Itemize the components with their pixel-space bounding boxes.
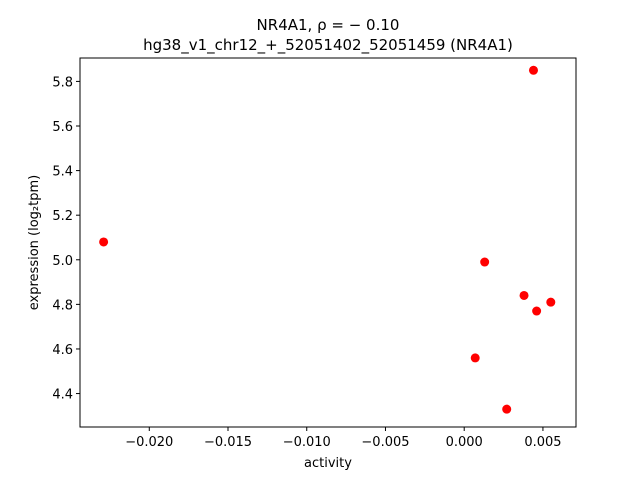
x-tick-label: −0.010: [283, 435, 331, 450]
y-tick-label: 5.4: [52, 165, 73, 180]
y-tick-label: 5.2: [52, 209, 73, 224]
tick-layer: −0.020 −0.015 −0.010 −0.005 0.000 0.005 4.4 4.6…: [52, 75, 561, 450]
data-point: [99, 237, 109, 247]
data-point: [532, 306, 542, 316]
y-tick-label: 4.4: [52, 388, 73, 403]
x-tick-label: 0.005: [524, 435, 561, 450]
points-layer: [99, 65, 556, 414]
y-tick-label: 4.8: [52, 298, 73, 313]
data-point: [519, 290, 529, 300]
data-point: [528, 65, 538, 75]
y-axis-label: expression (log₂tpm): [27, 175, 42, 310]
plot-frame: [79, 57, 577, 428]
y-tick-label: 4.6: [52, 343, 73, 358]
chart-subtitle: hg38_v1_chr12_+_52051402_52051459 (NR4A1…: [143, 36, 513, 55]
x-tick-label: 0.000: [446, 435, 483, 450]
x-tick-label: −0.020: [125, 435, 173, 450]
x-tick-label: −0.015: [204, 435, 252, 450]
y-tick-label: 5.6: [52, 120, 73, 135]
y-tick-label: 5.8: [52, 75, 73, 90]
y-tick-label: 5.0: [52, 254, 73, 269]
data-point: [546, 297, 556, 307]
data-point: [502, 404, 512, 414]
x-tick-label: −0.005: [361, 435, 409, 450]
chart-title: NR4A1, ρ = − 0.10: [257, 16, 400, 34]
data-point: [470, 353, 480, 363]
x-axis-label: activity: [304, 456, 352, 471]
data-point: [480, 257, 490, 267]
